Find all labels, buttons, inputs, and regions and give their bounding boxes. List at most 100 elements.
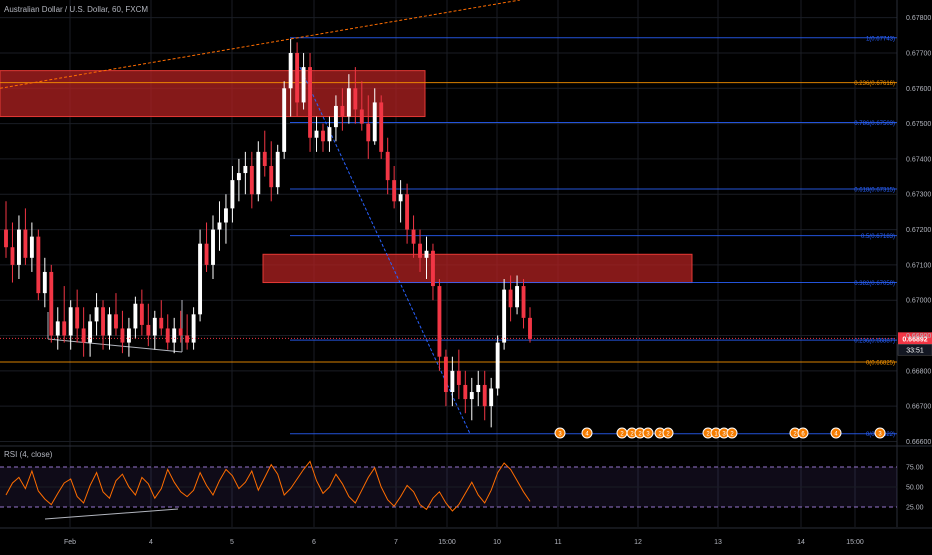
candle-body bbox=[353, 88, 358, 110]
time-axis-label: 12 bbox=[634, 539, 642, 546]
price-axis-tick: 0.67500 bbox=[906, 121, 931, 128]
event-marker-icon bbox=[554, 427, 566, 439]
candle-body bbox=[88, 321, 93, 343]
price-axis-tick: 0.66700 bbox=[906, 404, 931, 411]
event-marker-count: 3 bbox=[558, 432, 562, 438]
event-marker: 2 bbox=[789, 427, 801, 439]
candle-body bbox=[139, 303, 144, 325]
candle-body bbox=[4, 229, 8, 248]
candle-body bbox=[295, 52, 300, 103]
candle-body bbox=[23, 229, 28, 258]
fib-level-label: 0(0.66825) bbox=[866, 361, 895, 367]
event-marker-count: 2 bbox=[793, 432, 797, 438]
rsi-axis-tick: 50.00 bbox=[906, 485, 924, 492]
time-axis-label: Feb bbox=[64, 539, 76, 546]
price-axis-tick: 0.67700 bbox=[906, 50, 931, 57]
candle-body bbox=[185, 335, 190, 343]
candle-body bbox=[340, 105, 345, 117]
countdown-badge bbox=[897, 344, 932, 356]
price-axis-tick: 0.67600 bbox=[906, 86, 931, 93]
candle-body bbox=[366, 123, 371, 142]
event-marker-count: 2 bbox=[638, 432, 642, 438]
candle-body bbox=[327, 127, 332, 142]
candle-body bbox=[236, 173, 241, 181]
event-marker-count: 2 bbox=[620, 432, 624, 438]
event-marker: 3 bbox=[554, 427, 566, 439]
price-axis-tick: 0.67300 bbox=[906, 192, 931, 199]
candle-body bbox=[482, 384, 487, 407]
candle-body bbox=[346, 88, 351, 117]
fib-level-label: 0.236(0.66887) bbox=[854, 339, 895, 345]
price-axis-tick: 0.67000 bbox=[906, 298, 931, 305]
event-marker-count: 2 bbox=[630, 432, 634, 438]
price-axis-tick: 0.67400 bbox=[906, 156, 931, 163]
candle-body bbox=[36, 236, 41, 294]
candle-body bbox=[502, 289, 507, 343]
candle-body bbox=[495, 342, 500, 389]
time-axis-label: 14 bbox=[797, 539, 805, 546]
candle-body bbox=[379, 102, 384, 152]
price-axis-tick: 0.66600 bbox=[906, 439, 931, 446]
candle-body bbox=[159, 317, 164, 329]
candle-body bbox=[16, 229, 21, 265]
fib-level-label: 0.618(0.67315) bbox=[854, 187, 895, 193]
candle-body bbox=[55, 321, 60, 336]
event-marker: 4 bbox=[830, 427, 842, 439]
time-axis-label: 7 bbox=[394, 539, 398, 546]
event-marker-count: 6 bbox=[801, 432, 805, 438]
candle-body bbox=[314, 130, 319, 138]
event-marker-count: 2 bbox=[658, 432, 662, 438]
candle-body bbox=[515, 286, 520, 308]
fib-level-label: 0.5(0.67183) bbox=[861, 234, 895, 240]
event-marker: 2 bbox=[726, 427, 738, 439]
event-marker-count: 3 bbox=[722, 432, 726, 438]
candle-body bbox=[191, 314, 196, 343]
rsi-axis-tick: 25.00 bbox=[906, 505, 924, 512]
event-marker-icon bbox=[642, 427, 654, 439]
event-marker: 3 bbox=[642, 427, 654, 439]
candle-body bbox=[224, 208, 228, 223]
candle-body bbox=[463, 384, 468, 400]
candle-body bbox=[359, 109, 364, 124]
time-axis-label: 15:00 bbox=[438, 539, 456, 546]
candle-body bbox=[256, 151, 261, 195]
event-marker: 2 bbox=[702, 427, 714, 439]
event-marker-icon bbox=[830, 427, 842, 439]
price-axis-tick: 0.66900 bbox=[906, 333, 931, 340]
candle-body bbox=[178, 328, 183, 336]
candle-body bbox=[94, 307, 99, 322]
event-marker-count: 2 bbox=[666, 432, 670, 438]
rsi-axis-tick: 75.00 bbox=[906, 465, 924, 472]
candle-body bbox=[450, 370, 455, 393]
candle-body bbox=[398, 194, 403, 202]
candle-body bbox=[508, 289, 513, 308]
price-axis-tick: 0.66800 bbox=[906, 368, 931, 375]
candle-body bbox=[282, 88, 287, 152]
fib-level-label: 0.786(0.67503) bbox=[854, 121, 895, 127]
countdown-value: 33:51 bbox=[906, 347, 924, 354]
event-marker-count: 3 bbox=[646, 432, 650, 438]
candle-body bbox=[126, 328, 131, 343]
candle-body bbox=[81, 328, 86, 343]
candle-body bbox=[120, 328, 125, 343]
time-axis-label: 15:00 bbox=[846, 539, 864, 546]
candle-body bbox=[262, 151, 267, 166]
event-marker-icon bbox=[726, 427, 738, 439]
time-axis-label: 11 bbox=[554, 539, 561, 546]
event-marker: 4 bbox=[581, 427, 593, 439]
candle-body bbox=[29, 236, 34, 258]
event-marker-icon bbox=[581, 427, 593, 439]
candle-body bbox=[521, 286, 526, 318]
candle-body bbox=[75, 307, 80, 329]
candle-body bbox=[308, 67, 312, 138]
candle-body bbox=[489, 388, 494, 407]
candle-body bbox=[217, 222, 222, 230]
candle-body bbox=[172, 328, 177, 343]
candle-body bbox=[243, 165, 248, 174]
candle-body bbox=[114, 314, 118, 329]
candle-body bbox=[528, 317, 532, 340]
candle-body bbox=[321, 130, 325, 142]
event-marker: 2 bbox=[662, 427, 674, 439]
